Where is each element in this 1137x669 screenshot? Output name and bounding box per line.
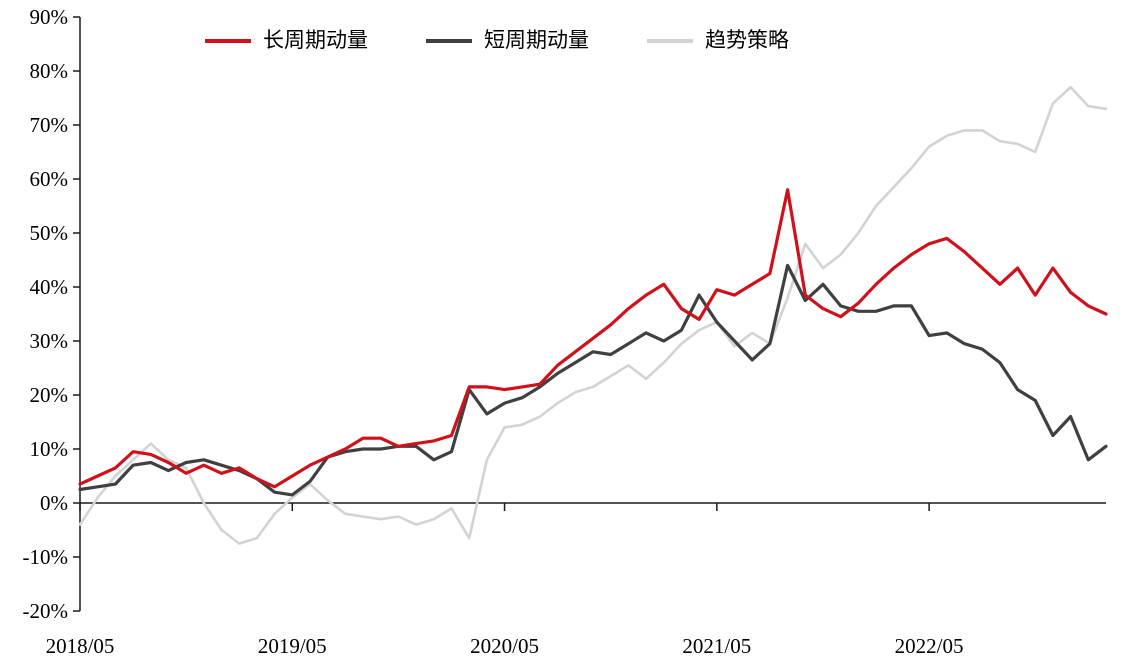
- x-tick-label: 2019/05: [258, 634, 327, 658]
- x-tick-label: 2020/05: [470, 634, 539, 658]
- series-line-长周期动量: [78, 188, 1108, 489]
- y-tick-label: 50%: [30, 221, 69, 245]
- y-tick-label: 0%: [40, 491, 68, 515]
- x-tick-label: 2018/05: [46, 634, 115, 658]
- series-line-趋势策略: [78, 85, 1108, 545]
- x-tick-label: 2021/05: [682, 634, 751, 658]
- series-line-短周期动量: [78, 263, 1108, 497]
- legend-item-short-cycle-momentum: 短周期动量: [426, 30, 589, 51]
- y-tick-label: -10%: [23, 545, 69, 569]
- legend-item-long-cycle-momentum: 长周期动量: [205, 30, 368, 51]
- legend-label-long-cycle-momentum: 长周期动量: [263, 28, 368, 52]
- y-tick-label: -20%: [23, 599, 69, 623]
- y-tick-label: 80%: [30, 59, 69, 83]
- y-tick-label: 90%: [30, 5, 69, 29]
- legend-label-trend-strategy: 趋势策略: [705, 28, 789, 52]
- y-tick-label: 70%: [30, 113, 69, 137]
- y-tick-label: 20%: [30, 383, 69, 407]
- trend-strategy-line-swatch: [647, 38, 693, 43]
- y-tick-label: 60%: [30, 167, 69, 191]
- short-cycle-momentum-line-swatch: [426, 38, 472, 43]
- x-tick-label: 2022/05: [895, 634, 964, 658]
- long-cycle-momentum-line-swatch: [205, 38, 251, 43]
- chart-legend: 长周期动量 短周期动量 趋势策略: [205, 30, 789, 51]
- y-tick-label: 10%: [30, 437, 69, 461]
- y-tick-label: 40%: [30, 275, 69, 299]
- legend-label-short-cycle-momentum: 短周期动量: [484, 28, 589, 52]
- y-tick-label: 30%: [30, 329, 69, 353]
- legend-item-trend-strategy: 趋势策略: [647, 30, 789, 51]
